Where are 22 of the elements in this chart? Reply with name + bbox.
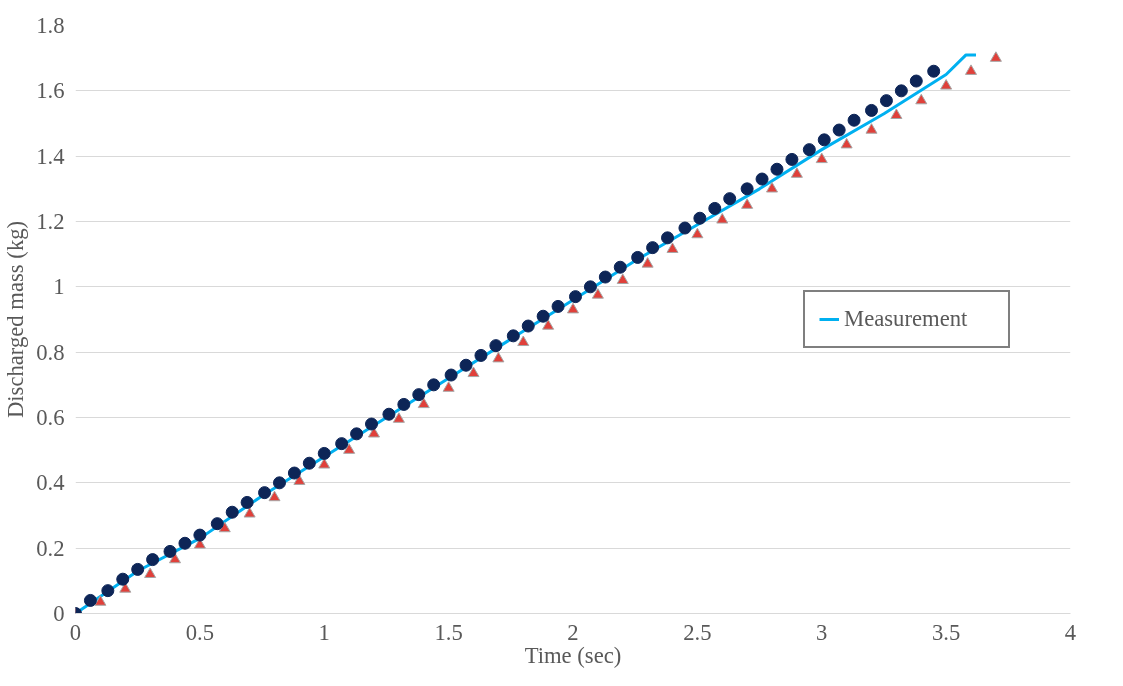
- x-tick-label: 4: [1064, 619, 1077, 645]
- y-tick-label: 1.6: [36, 78, 65, 104]
- y-tick-label: 1.4: [36, 143, 65, 169]
- x-tick-label: 0: [69, 619, 82, 645]
- y-tick-label: 0.6: [36, 405, 65, 430]
- x-tick-label: 1: [318, 619, 330, 645]
- x-tick-label: 2: [567, 619, 579, 645]
- y-tick-label: 1.8: [36, 13, 65, 38]
- y-tick-label: 0: [53, 601, 65, 626]
- x-tick-label: 0.5: [185, 619, 215, 645]
- y-tick-label: 1.2: [36, 209, 65, 234]
- y-axis-title: Discharged mass (kg): [3, 220, 29, 419]
- x-tick-label: 2.5: [683, 619, 712, 645]
- x-tick-label: 1.5: [434, 619, 463, 645]
- x-axis-title: Time (sec): [524, 642, 622, 668]
- y-tick-label: 0.4: [36, 470, 65, 496]
- x-tick-label: 3: [816, 619, 828, 645]
- y-tick-label: 0.2: [36, 535, 65, 561]
- x-tick-label: 3.5: [931, 619, 961, 645]
- legend-label: Measurement: [844, 306, 969, 332]
- y-tick-label: 1: [53, 274, 65, 300]
- y-tick-label: 0.8: [36, 339, 65, 365]
